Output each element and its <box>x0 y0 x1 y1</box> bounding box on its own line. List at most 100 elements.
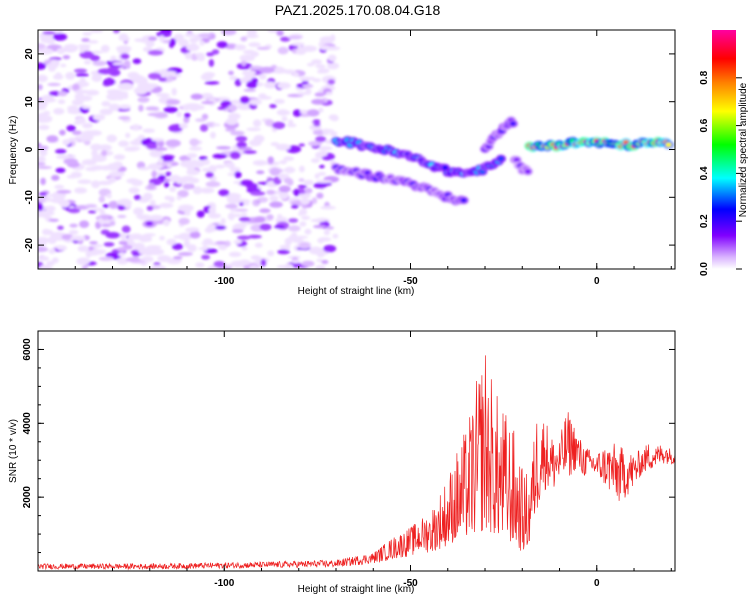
spectrogram-noise-cell <box>118 140 129 147</box>
spectrogram-noise-cell <box>327 62 340 70</box>
spectrogram-noise-cell <box>43 110 51 116</box>
spectrogram-noise-cell <box>243 88 257 92</box>
spectrogram-noise-cell <box>322 37 333 45</box>
spectrogram-noise-cell <box>79 77 86 84</box>
spectrogram-noise-cell <box>163 106 178 113</box>
spectrogram-noise-cell <box>123 60 131 69</box>
spectrogram-noise-cell <box>320 205 336 210</box>
spectrogram-noise-cell <box>238 259 251 266</box>
spectrogram-noise-cell <box>76 257 91 266</box>
spectrogram-noise-cell <box>98 144 112 151</box>
spectrogram-noise-cell <box>227 212 235 221</box>
snr-panel: -100 -50 0 2000 4000 6000 Height of straight … <box>8 330 676 595</box>
spectrogram-noise-cell <box>86 253 93 257</box>
spectrogram-noise-cell <box>60 63 67 68</box>
spectrogram-noise-cell <box>298 187 305 194</box>
spectrogram-noise-cell <box>146 245 162 250</box>
spectrogram-noise-cell <box>101 223 112 228</box>
spectrogram-noise-cell <box>91 73 103 82</box>
snr-series-line <box>38 355 675 571</box>
spectrogram-noise-cell <box>228 70 234 76</box>
spectrogram-noise-cell <box>79 51 95 59</box>
spectrogram-noise-cell <box>84 44 90 52</box>
spectrogram-noise-cell <box>133 87 148 95</box>
spectrogram-noise-cell <box>163 219 170 227</box>
spectrogram-noise-cell <box>72 83 80 92</box>
spectrogram-noise-cell <box>199 124 209 132</box>
spectrogram-noise-cell <box>46 40 56 45</box>
spectrogram-noise-cell <box>118 252 126 257</box>
spectrogram-noise-cell <box>221 30 237 36</box>
spectrogram-noise-cell <box>201 101 215 105</box>
spectrogram-noise-cell <box>177 252 193 256</box>
spectrogram-noise-cell <box>101 214 109 220</box>
spectrogram-noise-cell <box>314 173 320 179</box>
spectrogram-noise-cell <box>312 119 321 123</box>
spectrogram-noise-cell <box>315 64 326 69</box>
spectrogram-noise-cell <box>89 30 103 33</box>
spectrogram-noise-cell <box>308 141 322 147</box>
spectrogram-noise-cell <box>105 232 121 239</box>
spectrogram-noise-cell <box>235 208 248 212</box>
spectrogram-noise-cell <box>252 160 268 166</box>
spectrogram-noise-cell <box>323 129 334 133</box>
spectrogram-noise-cell <box>125 132 131 138</box>
spectrogram-noise-cell <box>306 62 315 67</box>
spectrogram-noise-cell <box>225 203 238 209</box>
spectrogram-noise-cell <box>183 116 190 124</box>
spectrogram-noise-cell <box>161 70 177 75</box>
spectrogram-noise-cell <box>77 245 89 252</box>
spectrogram-noise-cell <box>137 167 150 171</box>
spectrogram-noise-cell <box>130 241 136 247</box>
colorbar-ticks: 0.0 0.2 0.4 0.6 0.8 <box>699 70 742 276</box>
spectrogram-noise-cell <box>164 195 172 201</box>
spectrogram-noise-cell <box>292 109 302 117</box>
spectrogram-noise-cell <box>171 87 177 96</box>
spectrogram-feature-cell <box>509 121 517 127</box>
spectrogram-noise-cell <box>249 265 259 269</box>
spectrogram-noise-cell <box>237 103 253 111</box>
spectrogram-noise-cell <box>186 43 200 52</box>
spectrogram-noise-cell <box>75 73 89 77</box>
spectrogram-noise-cell <box>229 75 238 81</box>
spectrogram-noise-cell <box>38 62 46 70</box>
spectrogram-noise-cell <box>51 174 60 181</box>
spectrogram-noise-cell <box>229 151 241 160</box>
spectrogram-noise-cell <box>155 93 170 97</box>
spectrogram-noise-cell <box>147 182 155 190</box>
spectrogram-noise-cell <box>275 143 291 151</box>
spectrogram-noise-cell <box>159 35 165 43</box>
spectrogram-noise-cell <box>79 45 86 53</box>
spectrogram-noise-cell <box>38 115 53 123</box>
spectrogram-noise-cell <box>234 44 247 51</box>
spectrogram-noise-cell <box>255 200 261 204</box>
spectrogram-noise-cell <box>274 99 285 104</box>
spectrogram-noise-cell <box>180 104 195 108</box>
spectrogram-noise-cell <box>98 195 106 203</box>
spectrogram-noise-cell <box>40 177 46 186</box>
spectrogram-noise-cell <box>271 68 288 74</box>
spectrogram-noise-cell <box>291 42 305 47</box>
spectrogram-noise-cell <box>319 164 325 169</box>
spectrogram-noise-cell <box>246 127 261 132</box>
spectrogram-noise-cell <box>278 185 291 193</box>
spectrogram-noise-cell <box>38 74 48 83</box>
spectrogram-noise-cell <box>229 166 241 173</box>
spectrogram-noise-cell <box>316 251 325 258</box>
spectrogram-noise-cell <box>291 259 301 264</box>
spectrogram-noise-cell <box>89 241 98 245</box>
spectrogram-noise-cell <box>157 157 164 164</box>
spectrogram-noise-cell <box>198 33 212 38</box>
colorbar-tick-label: 0.8 <box>699 70 710 84</box>
spectrogram-noise-cell <box>125 146 141 151</box>
spectrogram-noise-cell <box>315 264 326 269</box>
spectrogram-noise-cell <box>99 108 113 116</box>
spectrogram-noise-cell <box>310 218 326 223</box>
spectrogram-noise-cell <box>311 197 318 205</box>
spectrogram-noise-cell <box>277 82 291 89</box>
spectrogram-noise-cell <box>148 83 159 88</box>
spectrogram-noise-cell <box>59 129 66 136</box>
spectrogram-noise-cell <box>176 111 182 118</box>
spectrogram-noise-cell <box>299 165 305 173</box>
spectrogram-noise-cell <box>269 104 277 109</box>
